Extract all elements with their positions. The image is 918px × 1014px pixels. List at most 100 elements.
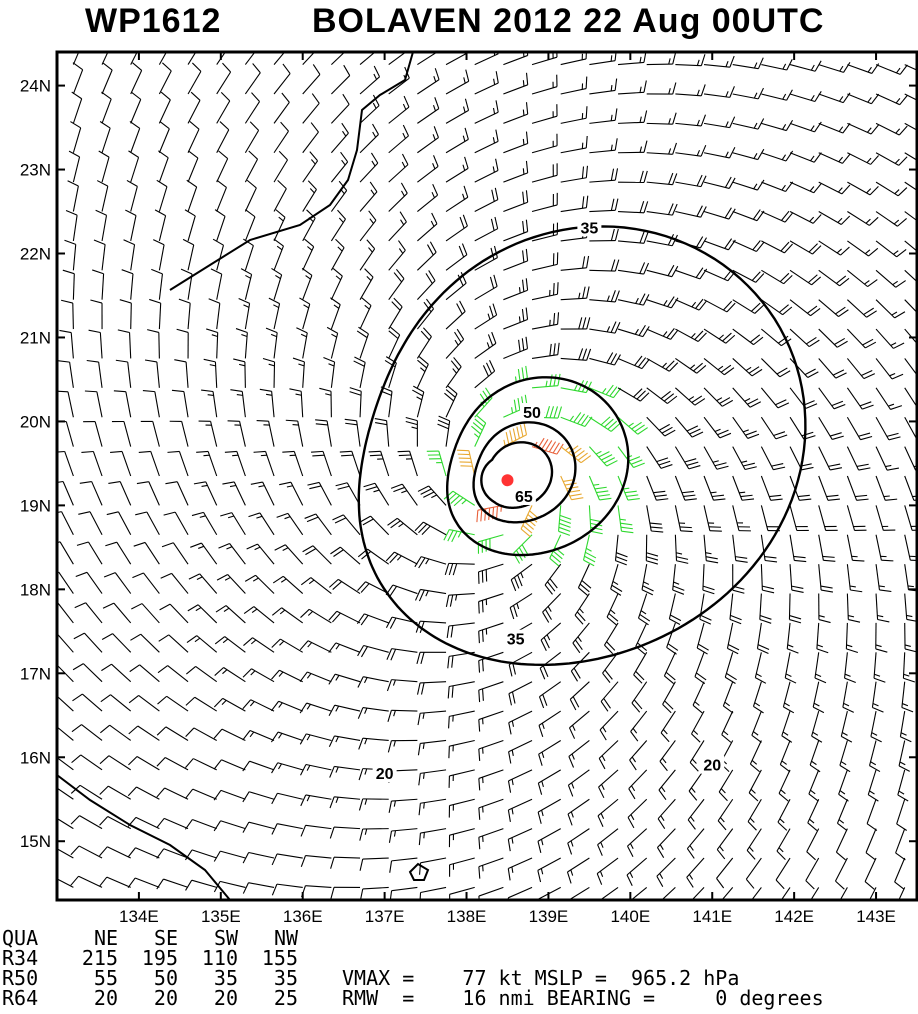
wind-barb xyxy=(568,710,590,739)
wind-barb xyxy=(780,887,791,900)
wind-barb xyxy=(126,179,138,212)
wind-barb xyxy=(875,269,906,288)
wind-barb xyxy=(875,475,898,501)
wind-barb xyxy=(865,828,877,861)
wind-barb xyxy=(216,121,230,154)
x-tick-label: 134E xyxy=(119,907,159,926)
wind-barb xyxy=(589,108,618,124)
wind-barb xyxy=(57,450,74,477)
wind-barb xyxy=(660,710,676,743)
wind-barb xyxy=(242,851,275,864)
wind-barb xyxy=(357,676,389,688)
wind-barb xyxy=(456,449,476,477)
wind-barb xyxy=(674,475,697,501)
wind-barb xyxy=(218,542,246,565)
wind-barb xyxy=(626,857,648,887)
wind-barb xyxy=(589,352,621,366)
wind-barb xyxy=(99,121,111,153)
wind-barb xyxy=(328,578,361,595)
wind-barb xyxy=(323,357,336,388)
wind-barb xyxy=(299,702,332,714)
wind-barb xyxy=(445,69,470,95)
wind-barb xyxy=(282,450,304,477)
wind-barb xyxy=(302,545,332,565)
wind-barb xyxy=(846,593,861,623)
contour-label: 65 xyxy=(515,489,533,506)
wind-barb xyxy=(574,593,590,625)
wind-barb xyxy=(818,475,840,501)
wind-barb xyxy=(405,416,418,447)
wind-barb xyxy=(213,759,246,771)
wind-barb xyxy=(357,707,389,719)
wind-barb xyxy=(721,710,734,743)
wind-barb xyxy=(760,475,783,501)
wind-barb xyxy=(445,328,465,359)
wind-barb xyxy=(675,387,706,406)
wind-barb xyxy=(445,214,468,242)
wind-barb xyxy=(296,327,308,359)
wind-barb xyxy=(531,222,559,242)
y-tick-label: 23N xyxy=(20,161,51,180)
coastline xyxy=(57,774,231,900)
wind-barb xyxy=(474,360,496,389)
wind-barb xyxy=(503,160,529,183)
wind-barb xyxy=(105,541,132,565)
wind-barb xyxy=(560,76,588,95)
wind-barb xyxy=(448,739,475,759)
wind-barb xyxy=(818,211,851,225)
wind-barb xyxy=(368,450,390,477)
wind-barb xyxy=(646,112,677,125)
wind-barb xyxy=(478,622,504,644)
wind-barb xyxy=(216,91,231,124)
wind-barb xyxy=(147,329,160,359)
wind-barb xyxy=(185,727,217,741)
wind-barb xyxy=(847,240,879,257)
wind-barb xyxy=(761,240,793,254)
wind-barb xyxy=(214,209,226,242)
wind-barb xyxy=(845,622,858,653)
wind-barb xyxy=(566,857,590,884)
wind-barb xyxy=(589,78,618,95)
wind-barb xyxy=(875,358,904,380)
wind-barb xyxy=(503,307,529,330)
wind-barb xyxy=(588,505,603,535)
wind-barb xyxy=(746,828,762,860)
wind-barb xyxy=(289,388,304,418)
wind-barb xyxy=(448,828,475,848)
wind-barb xyxy=(359,828,389,841)
wind-barb xyxy=(242,730,275,741)
wind-barb xyxy=(646,387,678,404)
wind-barb xyxy=(359,515,390,536)
wind-barb xyxy=(165,481,189,506)
wind-barb xyxy=(847,122,880,135)
wind-barb xyxy=(666,622,679,655)
wind-barb xyxy=(897,769,909,802)
rmw-bearing-line: RMW = 16 nmi BEARING = 0 degrees xyxy=(342,986,824,1010)
wind-barb xyxy=(703,416,732,439)
wind-barb xyxy=(474,129,499,154)
wind-barb xyxy=(503,365,528,389)
wind-barb xyxy=(111,420,132,447)
y-tick-label: 19N xyxy=(20,496,51,515)
wind-barb xyxy=(732,57,764,70)
wind-barb xyxy=(445,272,467,301)
wind-barb xyxy=(76,541,103,565)
wind-barb xyxy=(356,613,389,626)
wind-barb xyxy=(675,54,706,67)
wind-barb xyxy=(330,546,361,565)
wind-barb xyxy=(128,150,140,183)
wind-barb xyxy=(846,505,867,531)
wind-barb xyxy=(101,91,112,124)
wind-barb xyxy=(732,358,763,377)
wind-barb xyxy=(754,652,767,684)
wind-barb xyxy=(702,564,715,595)
wind-barb xyxy=(359,297,372,330)
wind-barb xyxy=(385,584,418,597)
wind-barb xyxy=(675,267,708,280)
wind-barb xyxy=(761,299,793,316)
wind-barb xyxy=(656,828,676,858)
wind-barb xyxy=(302,122,319,154)
wind-barb xyxy=(509,593,533,620)
wind-barb xyxy=(178,298,191,330)
wind-barb xyxy=(904,299,917,314)
